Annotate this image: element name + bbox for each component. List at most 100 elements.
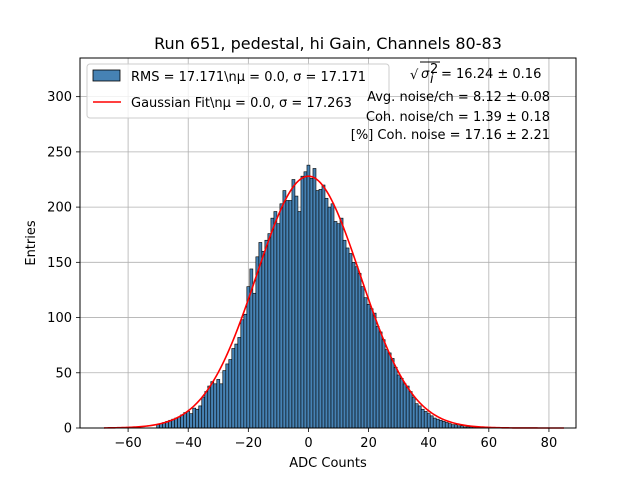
histogram-bar xyxy=(216,379,221,429)
y-tick-label: 50 xyxy=(55,366,72,381)
histogram-bar xyxy=(306,164,311,429)
histogram-bar xyxy=(441,421,446,429)
legend-label-fit: Gaussian Fit\nμ = 0.0, σ = 17.263 xyxy=(131,96,352,111)
histogram-bar xyxy=(288,200,293,429)
histogram-bar xyxy=(207,385,212,429)
histogram-bar xyxy=(366,303,371,429)
histogram-bar xyxy=(276,223,281,429)
histogram-bar xyxy=(291,179,296,429)
histogram-bar xyxy=(417,405,422,429)
histogram-bar xyxy=(315,190,320,429)
sqrt-symbol: √ xyxy=(410,68,419,83)
y-tick-label: 250 xyxy=(47,145,72,160)
x-tick-label: −20 xyxy=(235,436,262,451)
y-axis-ticks: 0 50 100 150 200 250 300 xyxy=(47,90,80,437)
histogram-bar xyxy=(243,313,248,429)
histogram-bar xyxy=(270,217,275,429)
sigma-symbol: σ xyxy=(421,67,430,82)
histogram-bar xyxy=(390,358,395,429)
histogram-bar xyxy=(396,374,401,429)
histogram-bar xyxy=(177,416,182,429)
y-tick-label: 100 xyxy=(47,311,72,326)
histogram-bar xyxy=(375,326,380,429)
histogram-bar xyxy=(180,414,185,429)
legend: RMS = 17.171\nμ = 0.0, σ = 17.171 Gaussi… xyxy=(86,63,390,119)
histogram-bar xyxy=(228,359,233,429)
histogram-bar xyxy=(333,221,338,429)
histogram-bar xyxy=(192,407,197,429)
histogram-bar xyxy=(285,200,290,429)
histogram-bar xyxy=(222,370,227,429)
y-tick-label: 0 xyxy=(64,422,72,437)
histogram-bar xyxy=(246,286,251,429)
gaussian-fit-curve xyxy=(104,175,564,429)
x-tick-label: 40 xyxy=(420,436,437,451)
x-axis-ticks: −60 −40 −20 0 20 40 60 80 xyxy=(114,428,557,451)
x-tick-label: 0 xyxy=(304,436,312,451)
histogram-bar xyxy=(198,405,203,429)
sigma-superscript: 2 xyxy=(430,62,438,77)
x-tick-label: −40 xyxy=(174,436,201,451)
y-tick-label: 150 xyxy=(47,256,72,271)
histogram-bar xyxy=(324,197,329,429)
histogram-bar xyxy=(297,211,302,429)
histogram-bar xyxy=(264,239,269,429)
histogram-bar xyxy=(399,377,404,429)
histogram-bar xyxy=(273,211,278,429)
histogram-bar xyxy=(432,417,437,429)
histogram-bar xyxy=(219,383,224,429)
histogram-bar xyxy=(231,348,236,429)
gaussian-fit xyxy=(104,175,564,429)
histogram-bar xyxy=(321,184,326,429)
histogram-bar xyxy=(195,408,200,429)
histogram-bar xyxy=(339,217,344,429)
legend-swatch-histogram xyxy=(92,69,121,82)
histogram-bar xyxy=(309,178,314,429)
histogram-bar xyxy=(303,171,308,429)
annotation-coh-noise-percent: [%] Coh. noise = 17.16 ± 2.21 xyxy=(351,128,550,143)
annotation-rms-value: = 16.24 ± 0.16 xyxy=(441,67,541,82)
histogram-bar xyxy=(300,175,305,429)
histogram-bar xyxy=(336,223,341,429)
histogram-bar xyxy=(240,319,245,429)
histogram-bar xyxy=(345,247,350,429)
histogram-bar xyxy=(363,297,368,429)
histogram-bar xyxy=(330,203,335,429)
histogram-bar xyxy=(213,383,218,429)
noise-annotations: √ σ 2 i = 16.24 ± 0.16 Avg. noise/ch = 8… xyxy=(351,61,550,143)
histogram-bar xyxy=(342,239,347,429)
histogram-bar xyxy=(393,366,398,429)
histogram-bar xyxy=(201,396,206,429)
histogram-bar xyxy=(360,286,365,429)
histogram-bar xyxy=(354,266,359,429)
histogram-bar xyxy=(327,206,332,429)
x-tick-label: 60 xyxy=(481,436,498,451)
annotation-rms-sigma: √ σ 2 i = 16.24 ± 0.16 xyxy=(410,61,541,87)
histogram-bar xyxy=(258,242,263,429)
histogram-bar xyxy=(357,273,362,429)
y-tick-label: 300 xyxy=(47,90,72,105)
histogram-bar xyxy=(252,292,257,429)
plot-frame xyxy=(79,57,577,429)
histogram-bar xyxy=(381,339,386,429)
histogram-bar xyxy=(387,352,392,429)
histogram-bar xyxy=(405,385,410,429)
histogram-bar xyxy=(204,391,209,429)
y-axis-label: Entries xyxy=(24,220,39,266)
histogram-bar xyxy=(261,250,266,429)
x-tick-label: 80 xyxy=(541,436,558,451)
histogram-bar xyxy=(318,189,323,429)
histogram-bar xyxy=(225,363,230,429)
histogram-bar xyxy=(372,312,377,429)
histogram-bar xyxy=(408,391,413,429)
y-tick-label: 200 xyxy=(47,201,72,216)
histogram-bar xyxy=(402,383,407,429)
histogram-bar xyxy=(411,396,416,429)
histogram-bar xyxy=(210,381,215,429)
histogram-bar xyxy=(183,412,188,429)
histogram-bar xyxy=(186,411,191,429)
legend-box xyxy=(86,63,390,119)
histogram-bar xyxy=(189,413,194,429)
histogram-bar xyxy=(237,337,242,429)
